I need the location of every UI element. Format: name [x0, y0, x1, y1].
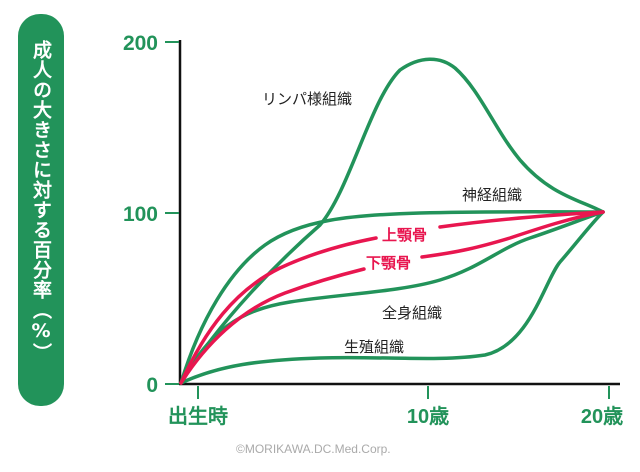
y-tick-label-200: 200: [123, 32, 158, 55]
curve-maxilla-b: [438, 210, 605, 229]
y-tick-label-100: 100: [123, 203, 158, 226]
copyright-text: ©MORIKAWA.DC.Med.Corp.: [236, 442, 391, 456]
x-tick-label-20: 20歳: [581, 404, 623, 428]
curve-maxilla-a: [179, 236, 378, 385]
curve-mandible-a: [179, 267, 366, 385]
label-lymphoid: リンパ様組織: [262, 90, 352, 108]
label-mandible: 下顎骨: [366, 254, 411, 272]
label-reproductive: 生殖組織: [344, 338, 404, 356]
label-neural: 神経組織: [462, 186, 522, 204]
x-tick-label-10: 10歳: [407, 404, 449, 428]
curve-reproductive: [179, 210, 605, 385]
y-axis-label: 成人の大きさに対する百分率（%）: [30, 40, 52, 363]
label-general: 全身組織: [382, 304, 442, 322]
curve-mandible-b: [420, 210, 605, 259]
curve-lymphoid: [179, 57, 605, 385]
x-tick-label-birth: 出生時: [168, 404, 228, 428]
label-maxilla: 上顎骨: [382, 226, 427, 244]
curve-neural: [179, 210, 605, 385]
y-axis-label-box: 成人の大きさに対する百分率（%）: [18, 14, 64, 406]
y-tick-label-0: 0: [146, 374, 158, 397]
